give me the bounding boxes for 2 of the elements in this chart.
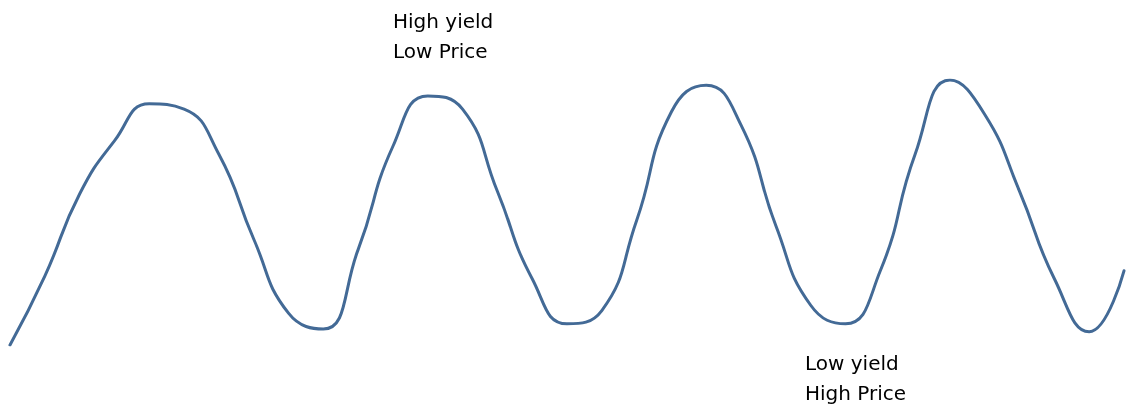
text: Low yield High Price bbox=[805, 351, 907, 405]
text: High yield Low Price bbox=[393, 9, 494, 63]
